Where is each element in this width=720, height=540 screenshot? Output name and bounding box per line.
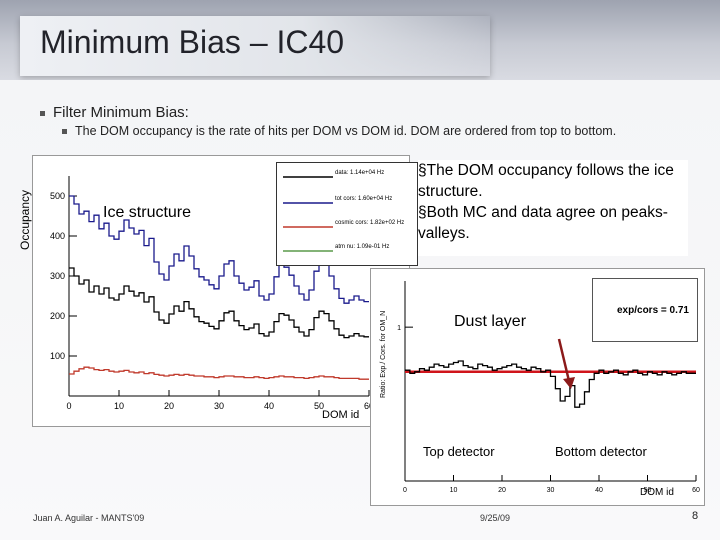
- y-tick-label: 400: [50, 231, 65, 241]
- bullet-filter-text: Filter Minimum Bias:: [53, 104, 189, 121]
- series-line-2: [69, 366, 369, 380]
- callout-box: §The DOM occupancy follows the ice struc…: [418, 160, 688, 256]
- x-tick-label: 60: [364, 401, 374, 411]
- bullet-square-icon: [40, 110, 45, 116]
- legend-entry-atmnu: atm nu: 1.09e-01 Hz: [335, 244, 389, 250]
- x-tick-label: 60: [692, 487, 700, 494]
- x-tick-label: 30: [547, 487, 555, 494]
- dust-arrow-head: [563, 377, 575, 389]
- x-tick-label: 20: [498, 487, 506, 494]
- legend-entry-cosmic: cosmic cors: 1.82e+02 Hz: [335, 220, 404, 226]
- bullet-dom-occupancy-text: The DOM occupancy is the rate of hits pe…: [75, 124, 617, 138]
- x-tick-label: 40: [595, 487, 603, 494]
- series-line-0: [69, 267, 369, 339]
- footer-author: Juan A. Aguilar - MANTS'09: [33, 513, 145, 523]
- slide-title: Minimum Bias – IC40: [40, 24, 345, 60]
- bottom-detector-label: Bottom detector: [555, 444, 647, 459]
- x-tick-label: 30: [214, 401, 224, 411]
- ice-structure-label: Ice structure: [103, 204, 192, 221]
- ratio-ylabel: Ratio: Exp./ Cors. for OM_N: [380, 310, 387, 398]
- x-tick-label: 10: [114, 401, 124, 411]
- y-tick-label: 300: [50, 271, 65, 281]
- bullet-square-icon: [62, 129, 67, 135]
- occupancy-plot-svg: 0 10 20 30 40 50 60 100 200 300 400 500: [50, 176, 374, 411]
- series-line-0: [405, 360, 696, 408]
- top-detector-label: Top detector: [423, 444, 495, 459]
- footer-date: 9/25/09: [480, 513, 511, 523]
- x-tick-label: 0: [66, 401, 71, 411]
- page-number: 8: [692, 510, 699, 522]
- occupancy-legend: data: 1.14e+04 Hz tot cors: 1.60e+04 Hz …: [276, 162, 418, 266]
- title-box: [20, 16, 490, 76]
- x-tick-label: 0: [403, 487, 407, 494]
- x-tick-label: 50: [314, 401, 324, 411]
- dust-layer-label: Dust layer: [454, 313, 527, 330]
- y-tick-label: 100: [50, 351, 65, 361]
- ratio-plot-svg: 0 10 20 30 40 50 60 1: [397, 281, 700, 494]
- legend-svg: data: 1.14e+04 Hz tot cors: 1.60e+04 Hz …: [283, 170, 404, 252]
- legend-entry-data: data: 1.14e+04 Hz: [335, 170, 384, 176]
- x-tick-label: 40: [264, 401, 274, 411]
- x-tick-label: 50: [644, 487, 652, 494]
- ratio-xlabel: DOM id: [640, 487, 674, 498]
- y-tick-label: 200: [50, 311, 65, 321]
- ratio-stat-label: exp/cors = 0.71: [617, 305, 689, 316]
- bullet-dom-occupancy: The DOM occupancy is the rate of hits pe…: [62, 124, 616, 138]
- x-tick-label: 20: [164, 401, 174, 411]
- legend-entry-cors: tot cors: 1.60e+04 Hz: [335, 196, 392, 202]
- dust-arrow: [557, 338, 571, 382]
- series-line-1: [69, 195, 369, 304]
- callout-line-mc: §Both MC and data agree on peaks-valleys…: [418, 204, 668, 242]
- x-tick-label: 10: [450, 487, 458, 494]
- occupancy-ylabel: Occupancy: [18, 189, 32, 250]
- occupancy-xlabel: DOM id: [322, 409, 360, 421]
- y-tick-label: 500: [50, 191, 65, 201]
- callout-line-ice: §The DOM occupancy follows the ice struc…: [418, 162, 674, 200]
- bullet-filter: Filter Minimum Bias:: [40, 104, 189, 121]
- ratio-stat-box: exp/cors = 0.71: [592, 278, 698, 342]
- y-tick-label: 1: [397, 325, 401, 332]
